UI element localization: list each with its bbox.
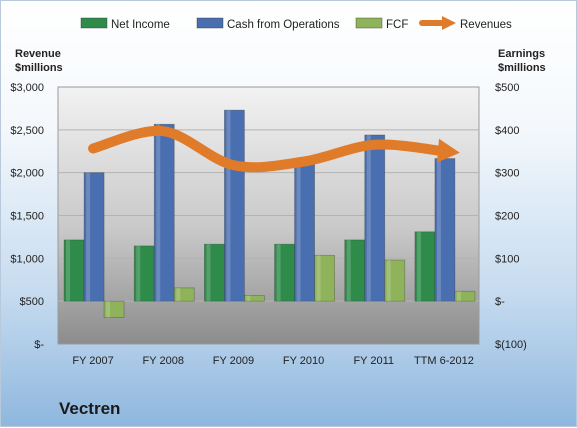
- right-tick-label: $200: [495, 211, 519, 223]
- left-tick-label: $2,000: [10, 168, 44, 180]
- bar-highlight: [316, 255, 321, 302]
- bar-cash-from-operations: [364, 134, 386, 302]
- legend-swatch: [355, 17, 383, 29]
- bar-fcf: [384, 259, 406, 302]
- left-tick-label: $3,000: [10, 82, 44, 94]
- bar-highlight: [106, 301, 111, 318]
- legend-label: Net Income: [111, 19, 170, 31]
- right-tick-label: $400: [495, 125, 519, 137]
- chart-title: Vectren: [59, 399, 120, 418]
- bar-cash-from-operations: [153, 123, 175, 302]
- right-tick-label: $100: [495, 253, 519, 265]
- left-tick-label: $1,000: [10, 253, 44, 265]
- bar-highlight: [156, 124, 161, 302]
- bar-highlight: [66, 239, 71, 302]
- legend-label: FCF: [386, 19, 408, 31]
- legend: Net Income Cash from Operations FCF Revenue…: [80, 16, 512, 31]
- bar-highlight: [366, 134, 371, 302]
- right-tick-label: $-: [495, 296, 505, 308]
- legend-label: Revenues: [460, 19, 512, 31]
- bar-highlight: [296, 158, 301, 302]
- bar-fcf: [244, 295, 265, 302]
- bar-highlight: [226, 110, 231, 302]
- category-label: FY 2011: [353, 355, 394, 367]
- bar-cash-from-operations: [224, 109, 245, 302]
- left-tick-label: $500: [20, 296, 44, 308]
- bar-highlight: [346, 239, 351, 302]
- bar-cash-from-operations: [83, 172, 105, 302]
- category-label: TTM 6-2012: [414, 355, 474, 367]
- bar-highlight: [436, 158, 441, 302]
- bar-highlight: [86, 172, 91, 302]
- bar-fcf: [454, 290, 476, 302]
- bar-highlight: [206, 244, 211, 302]
- legend-label: Cash from Operations: [227, 19, 340, 31]
- left-tick-label: $-: [34, 339, 44, 351]
- bar-highlight: [386, 260, 391, 302]
- category-label: FY 2007: [72, 355, 113, 367]
- right-axis-title-line1: Earnings: [498, 48, 545, 60]
- right-axis-title-line2: $millions: [498, 62, 546, 74]
- bar-fcf: [103, 300, 125, 318]
- bar-highlight: [456, 291, 461, 302]
- category-label: FY 2010: [283, 355, 324, 367]
- legend-swatch: [80, 17, 108, 29]
- bar-net-income: [63, 239, 85, 302]
- right-tick-label: $300: [495, 168, 519, 180]
- left-axis-title-line2: $millions: [15, 62, 63, 74]
- bar-highlight: [136, 245, 141, 302]
- bar-highlight: [276, 244, 281, 302]
- legend-swatch: [196, 17, 224, 29]
- left-axis-title-line1: Revenue: [15, 48, 61, 60]
- revenues-arrowhead: [436, 138, 460, 163]
- bar-highlight: [416, 231, 421, 302]
- bar-highlight: [176, 287, 181, 302]
- category-label: FY 2008: [143, 355, 184, 367]
- left-tick-label: $1,500: [10, 211, 44, 223]
- bar-highlight: [246, 295, 251, 302]
- right-tick-label: $(100): [495, 339, 527, 351]
- plot-area: $- $500 $1,000 $1,500 $2,000 $2,500 $3,000 $(10…: [10, 82, 526, 367]
- left-tick-label: $2,500: [10, 125, 44, 137]
- right-tick-label: $500: [495, 82, 519, 94]
- legend-swatch-arrow: [442, 16, 456, 30]
- axis-titles: Revenue $millions Earnings $millions: [15, 48, 546, 74]
- bar-fcf: [173, 287, 195, 302]
- revenues-line: [88, 125, 449, 173]
- bar-fcf: [314, 254, 335, 302]
- category-label: FY 2009: [213, 355, 254, 367]
